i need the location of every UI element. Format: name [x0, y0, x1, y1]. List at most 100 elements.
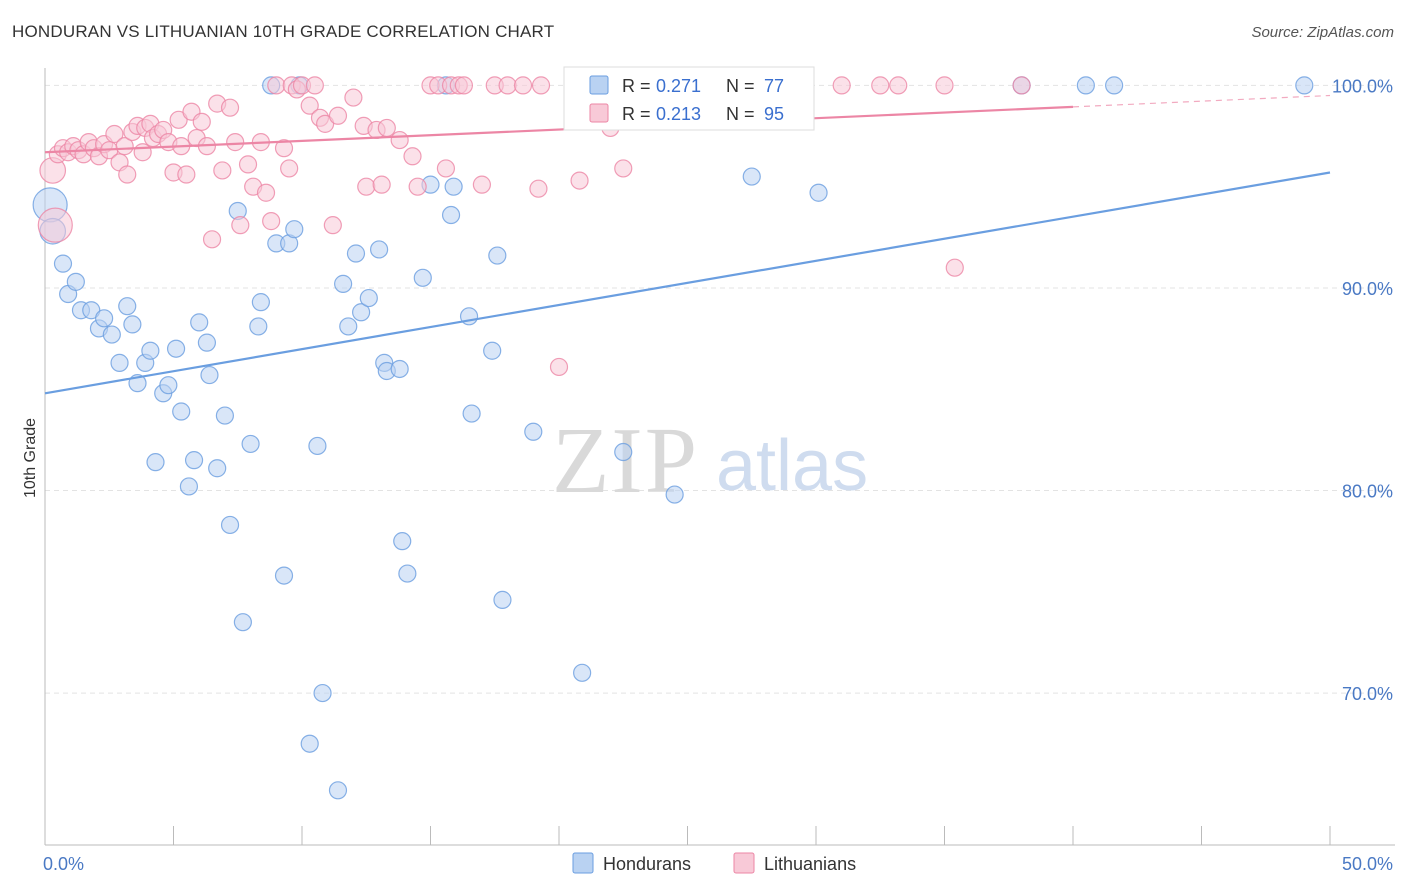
trend-line-lithuanians-extension [1072, 94, 1331, 108]
y-tick-label-1: 90.0% [1342, 279, 1393, 299]
lithuanian-point-74 [498, 76, 517, 95]
lithuanian-point-47 [280, 159, 299, 178]
lithuanian-point-77 [531, 76, 551, 95]
legend-lithuanians: Lithuanians [764, 854, 856, 874]
lithuanian-point-63 [390, 130, 409, 150]
lithuanian-point-90 [889, 76, 908, 95]
lithuanian-point-64 [403, 147, 422, 166]
lithuanian-point-76 [529, 179, 548, 198]
lithuanian-point-44 [262, 212, 281, 231]
honduran-point-68 [665, 485, 684, 504]
lithuanian-point-65 [408, 177, 427, 196]
honduran-point-6 [82, 301, 101, 320]
honduran-point-62 [483, 341, 502, 360]
y-tick-label-3: 70.0% [1342, 684, 1393, 704]
honduran-point-52 [390, 359, 409, 379]
lithuanian-point-79 [570, 171, 589, 190]
y-tick-label-0: 100.0% [1332, 76, 1393, 96]
lithuanian-point-71 [454, 76, 474, 95]
honduran-point-36 [274, 566, 294, 585]
watermark-atlas: atlas [716, 426, 868, 506]
honduran-point-10 [110, 353, 129, 372]
legend-swatch-hondurans [589, 75, 609, 95]
tick-labels: 100.0% 90.0% 80.0% 70.0% 0.0% 50.0% [43, 76, 1393, 874]
y-axis-label: 10th Grade [22, 418, 39, 498]
lithuanian-point-54 [316, 114, 335, 133]
honduran-point-15 [141, 341, 160, 360]
honduran-point-12 [123, 315, 142, 334]
lithuanian-point-46 [274, 139, 294, 158]
trend-lines [44, 94, 1331, 395]
honduran-point-2 [53, 254, 73, 273]
honduran-point-8 [95, 309, 114, 328]
y-tick-label-2: 80.0% [1342, 482, 1393, 502]
honduran-point-55 [413, 268, 432, 287]
honduran-point-64 [493, 590, 512, 609]
lithuanian-point-52 [305, 76, 324, 95]
honduran-point-58 [441, 205, 461, 225]
honduran-point-27 [215, 406, 234, 425]
honduran-point-21 [179, 477, 199, 496]
lithuanian-point-72 [472, 175, 491, 194]
honduran-point-46 [346, 244, 366, 263]
honduran-point-32 [249, 317, 268, 336]
lithuanian-point-55 [323, 216, 342, 235]
lithuanian-point-36 [213, 161, 232, 180]
chart-source: Source: ZipAtlas.com [1251, 24, 1394, 41]
honduran-point-41 [308, 436, 327, 456]
lithuanian-point-88 [832, 76, 851, 95]
legend-swatch-lithuanians [589, 103, 609, 123]
lithuanian-point-93 [1012, 76, 1031, 95]
legend-r-label-2: R = [622, 104, 651, 124]
lithuanian-point-37 [220, 98, 240, 117]
lithuanian-point-38 [226, 133, 245, 152]
legend-swatch-hondurans-bottom [572, 852, 594, 874]
correlation-legend: R = 0.271 N = 77 R = 0.213 N = 95 [563, 66, 815, 131]
honduran-point-20 [172, 402, 191, 421]
honduran-point-74 [1295, 76, 1314, 95]
series-legend: Hondurans Lithuanians [572, 852, 856, 874]
legend-r-value-2: 0.213 [656, 104, 701, 124]
honduran-point-31 [241, 434, 260, 454]
honduran-point-33 [251, 293, 270, 312]
lithuanian-point-92 [945, 258, 964, 277]
honduran-point-44 [334, 274, 353, 293]
honduran-point-4 [66, 272, 85, 291]
honduran-point-16 [146, 453, 165, 472]
honduran-point-71 [809, 183, 828, 202]
series-lithuanians-points [37, 76, 1031, 377]
legend-n-value-1: 77 [764, 76, 784, 96]
legend-swatch-lithuanians-bottom [733, 852, 755, 874]
lithuanian-point-45 [267, 76, 286, 95]
lithuanian-point-43 [256, 183, 276, 202]
trend-line-lithuanians [44, 105, 1074, 154]
watermark: ZIP atlas [552, 409, 868, 513]
honduran-point-42 [313, 683, 332, 703]
honduran-point-40 [300, 734, 319, 753]
honduran-point-54 [398, 564, 417, 583]
lithuanian-point-34 [202, 230, 222, 249]
honduran-point-73 [1105, 76, 1124, 95]
honduran-point-38 [285, 220, 304, 239]
chart-title: HONDURAN VS LITHUANIAN 10TH GRADE CORREL… [12, 22, 555, 41]
honduran-point-18 [159, 376, 178, 395]
honduran-point-11 [118, 297, 137, 316]
honduran-point-26 [208, 459, 227, 478]
lithuanian-point-39 [231, 216, 250, 235]
lithuanian-point-15 [115, 137, 134, 156]
honduran-point-48 [359, 288, 378, 308]
honduran-point-61 [462, 404, 481, 423]
lithuanian-point-91 [935, 76, 954, 95]
lithuanian-point-59 [357, 177, 376, 196]
honduran-point-25 [200, 365, 219, 385]
lithuanian-point-61 [372, 175, 391, 194]
x-tick-label-1: 50.0% [1342, 854, 1393, 874]
lithuanian-point-89 [871, 76, 890, 95]
honduran-point-28 [220, 515, 240, 535]
lithuanian-point-27 [169, 110, 188, 129]
lithuanian-point-68 [436, 159, 456, 178]
lithuanian-point-62 [377, 118, 396, 138]
honduran-point-53 [393, 532, 412, 551]
honduran-point-24 [197, 333, 217, 352]
